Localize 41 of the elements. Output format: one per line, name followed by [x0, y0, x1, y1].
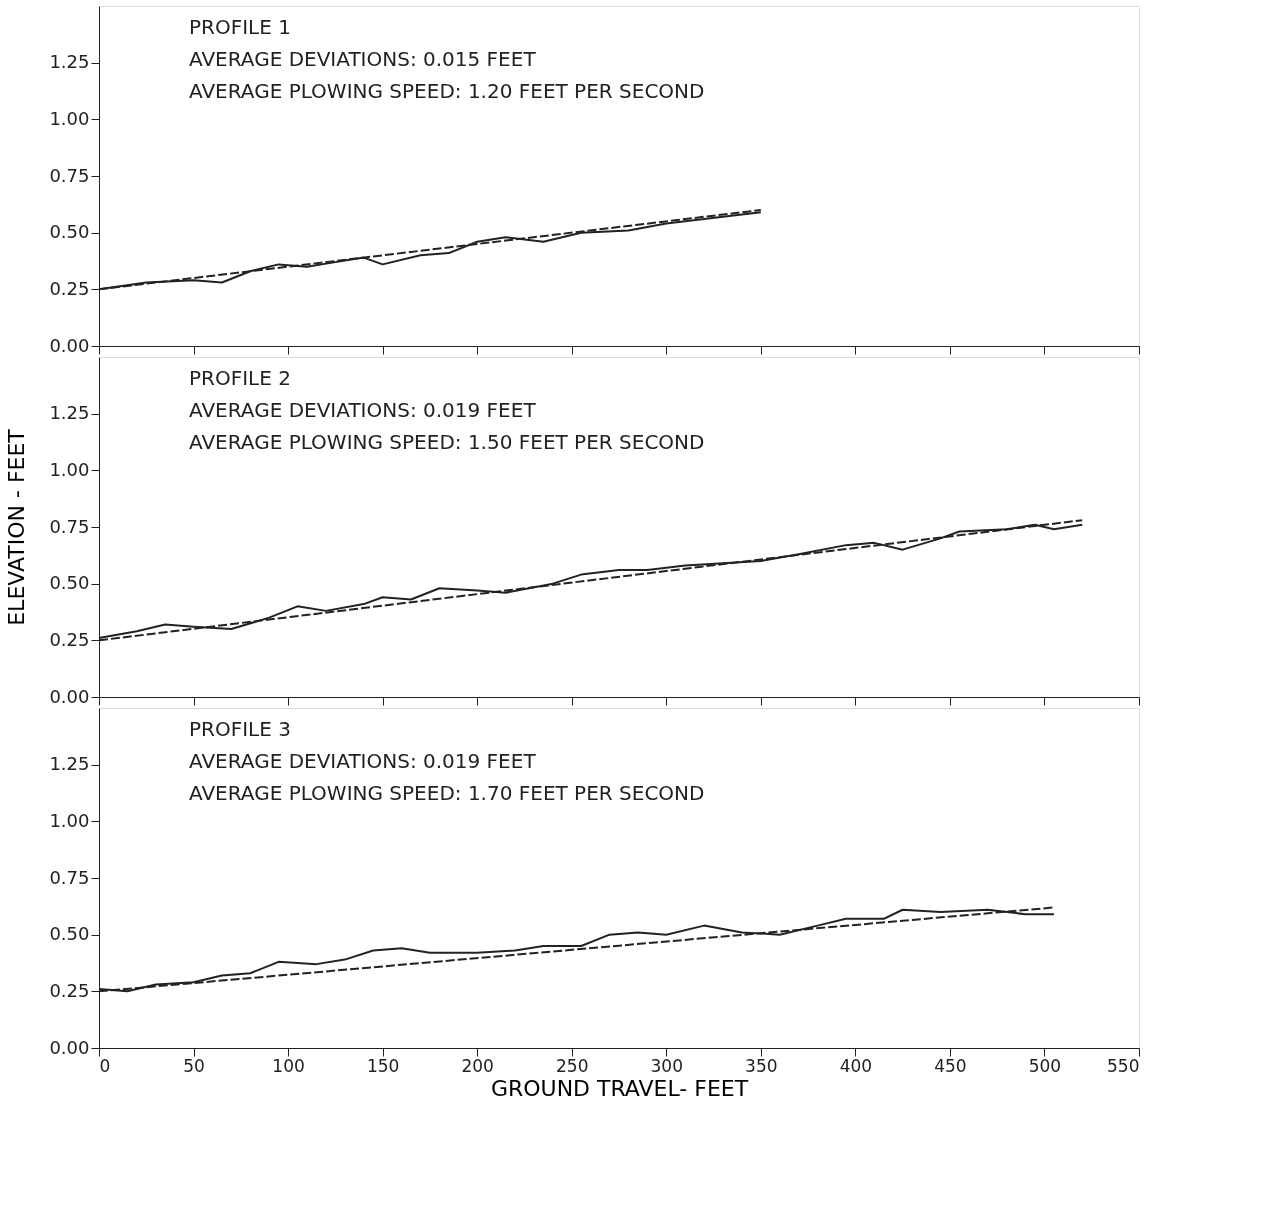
annotation: PROFILE 2: [189, 366, 291, 390]
x-tick-label: 50: [183, 1055, 205, 1076]
y-tick-label: 0.50: [49, 923, 90, 945]
x-tick-label: 200: [461, 1055, 494, 1076]
x-tick-label: 350: [745, 1055, 778, 1076]
annotation: AVERAGE PLOWING SPEED: 1.70 FEET PER SECOND: [189, 781, 705, 805]
y-tick-label: 0.25: [49, 979, 90, 1001]
y-tick-label: 0.25: [49, 628, 90, 650]
annotation: AVERAGE PLOWING SPEED: 1.20 FEET PER SECOND: [189, 79, 705, 103]
y-tick-label: 1.00: [49, 458, 90, 480]
y-tick-label: 1.25: [49, 753, 90, 775]
y-tick-label: 1.00: [49, 809, 90, 831]
annotation: AVERAGE DEVIATIONS: 0.019 FEET: [189, 749, 537, 773]
y-tick-label: 0.25: [49, 277, 90, 299]
annotation: PROFILE 3: [189, 717, 291, 741]
x-tick-label: 100: [272, 1055, 305, 1076]
y-tick-label: 0.00: [49, 334, 90, 356]
x-axis-title: GROUND TRAVEL- FEET: [490, 1075, 749, 1101]
x-tick-label: 500: [1028, 1055, 1062, 1076]
y-tick-label: 0.50: [49, 221, 90, 243]
y-tick-label: 0.00: [49, 1036, 90, 1058]
x-tick-label: 450: [934, 1055, 967, 1076]
y-tick-label: 1.25: [49, 51, 90, 73]
x-tick-label: 0: [99, 1055, 111, 1076]
y-tick-label: 0.00: [49, 685, 90, 707]
y-tick-label: 1.25: [49, 402, 90, 424]
annotation: AVERAGE PLOWING SPEED: 1.50 FEET PER SECOND: [189, 430, 705, 454]
x-tick-label: 250: [556, 1055, 589, 1076]
annotation: AVERAGE DEVIATIONS: 0.015 FEET: [189, 47, 537, 71]
annotation: AVERAGE DEVIATIONS: 0.019 FEET: [189, 398, 537, 422]
y-tick-label: 0.75: [49, 866, 90, 888]
annotation: PROFILE 1: [189, 15, 291, 39]
y-tick-label: 1.00: [49, 107, 90, 129]
y-tick-label: 0.75: [49, 515, 90, 537]
y-tick-label: 0.50: [49, 572, 90, 594]
x-tick-label: 550: [1107, 1055, 1140, 1076]
y-tick-label: 0.75: [49, 164, 90, 186]
x-tick-label: 400: [839, 1055, 873, 1076]
y-axis-title: ELEVATION - FEET: [4, 428, 30, 626]
x-tick-label: 150: [366, 1055, 400, 1076]
x-tick-label: 300: [650, 1055, 683, 1076]
